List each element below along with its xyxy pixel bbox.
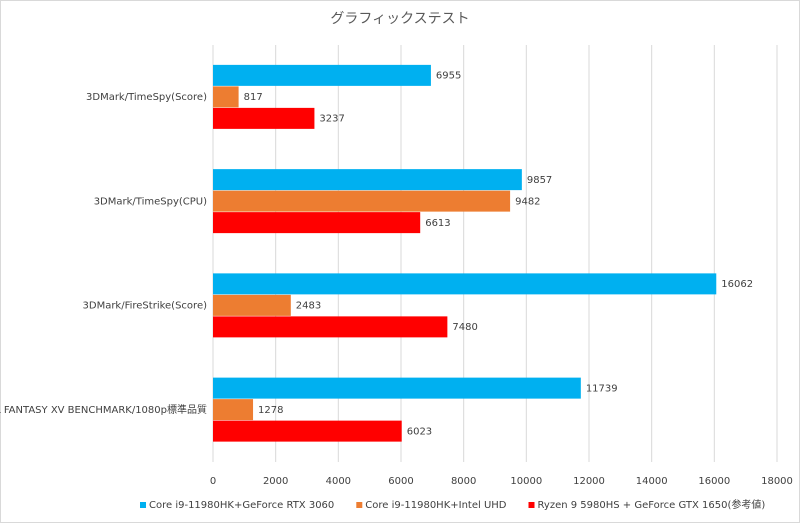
legend-label: Ryzen 9 5980HS + GeForce GTX 1650(参考値): [538, 498, 766, 511]
data-label: 6023: [407, 426, 432, 437]
data-label: 6955: [436, 71, 461, 82]
bar: [213, 273, 717, 295]
data-label: 9857: [527, 175, 552, 186]
data-label: 6613: [425, 218, 450, 229]
x-tick-label: 8000: [451, 476, 476, 487]
x-tick-label: 0: [210, 476, 216, 487]
x-tick-label: 12000: [573, 476, 605, 487]
y-tick-label: 3DMark/TimeSpy(CPU): [94, 196, 207, 207]
legend-swatch: [356, 502, 363, 508]
data-label: 3237: [319, 114, 344, 125]
bar: [213, 212, 421, 234]
bar: [213, 377, 581, 399]
bar: [213, 420, 402, 442]
x-tick-label: 14000: [636, 476, 668, 487]
x-tick-label: 6000: [388, 476, 413, 487]
bar: [213, 316, 448, 338]
bar: [213, 107, 315, 129]
bar: [213, 169, 522, 191]
x-tick-label: 16000: [698, 476, 730, 487]
y-tick-label: 3DMark/FireStrike(Score): [83, 301, 208, 312]
bar: [213, 190, 511, 212]
y-tick-label: FINAL FANTASY XV BENCHMARK/1080p標準品質: [0, 403, 207, 416]
x-tick-label: 2000: [263, 476, 288, 487]
y-tick-label: 3DMark/TimeSpy(Score): [86, 92, 207, 103]
chart-title: グラフィックステスト: [330, 11, 469, 27]
data-label: 9482: [515, 196, 540, 207]
x-tick-label: 4000: [326, 476, 351, 487]
data-label: 7480: [452, 322, 477, 333]
x-tick-label: 10000: [510, 476, 542, 487]
data-label: 11739: [586, 383, 618, 394]
bar: [213, 86, 239, 108]
legend-label: Core i9-11980HK+Intel UHD: [365, 500, 506, 511]
legend-swatch: [140, 502, 146, 508]
data-label: 817: [244, 92, 263, 103]
data-label: 2483: [296, 301, 321, 312]
data-label: 1278: [258, 405, 283, 416]
legend-swatch: [528, 502, 535, 508]
legend-label: Core i9-11980HK+GeForce RTX 3060: [149, 500, 334, 511]
x-tick-label: 18000: [761, 476, 793, 487]
bar: [213, 399, 254, 421]
bar: [213, 64, 431, 86]
data-label: 16062: [721, 279, 753, 290]
bar: [213, 294, 291, 316]
